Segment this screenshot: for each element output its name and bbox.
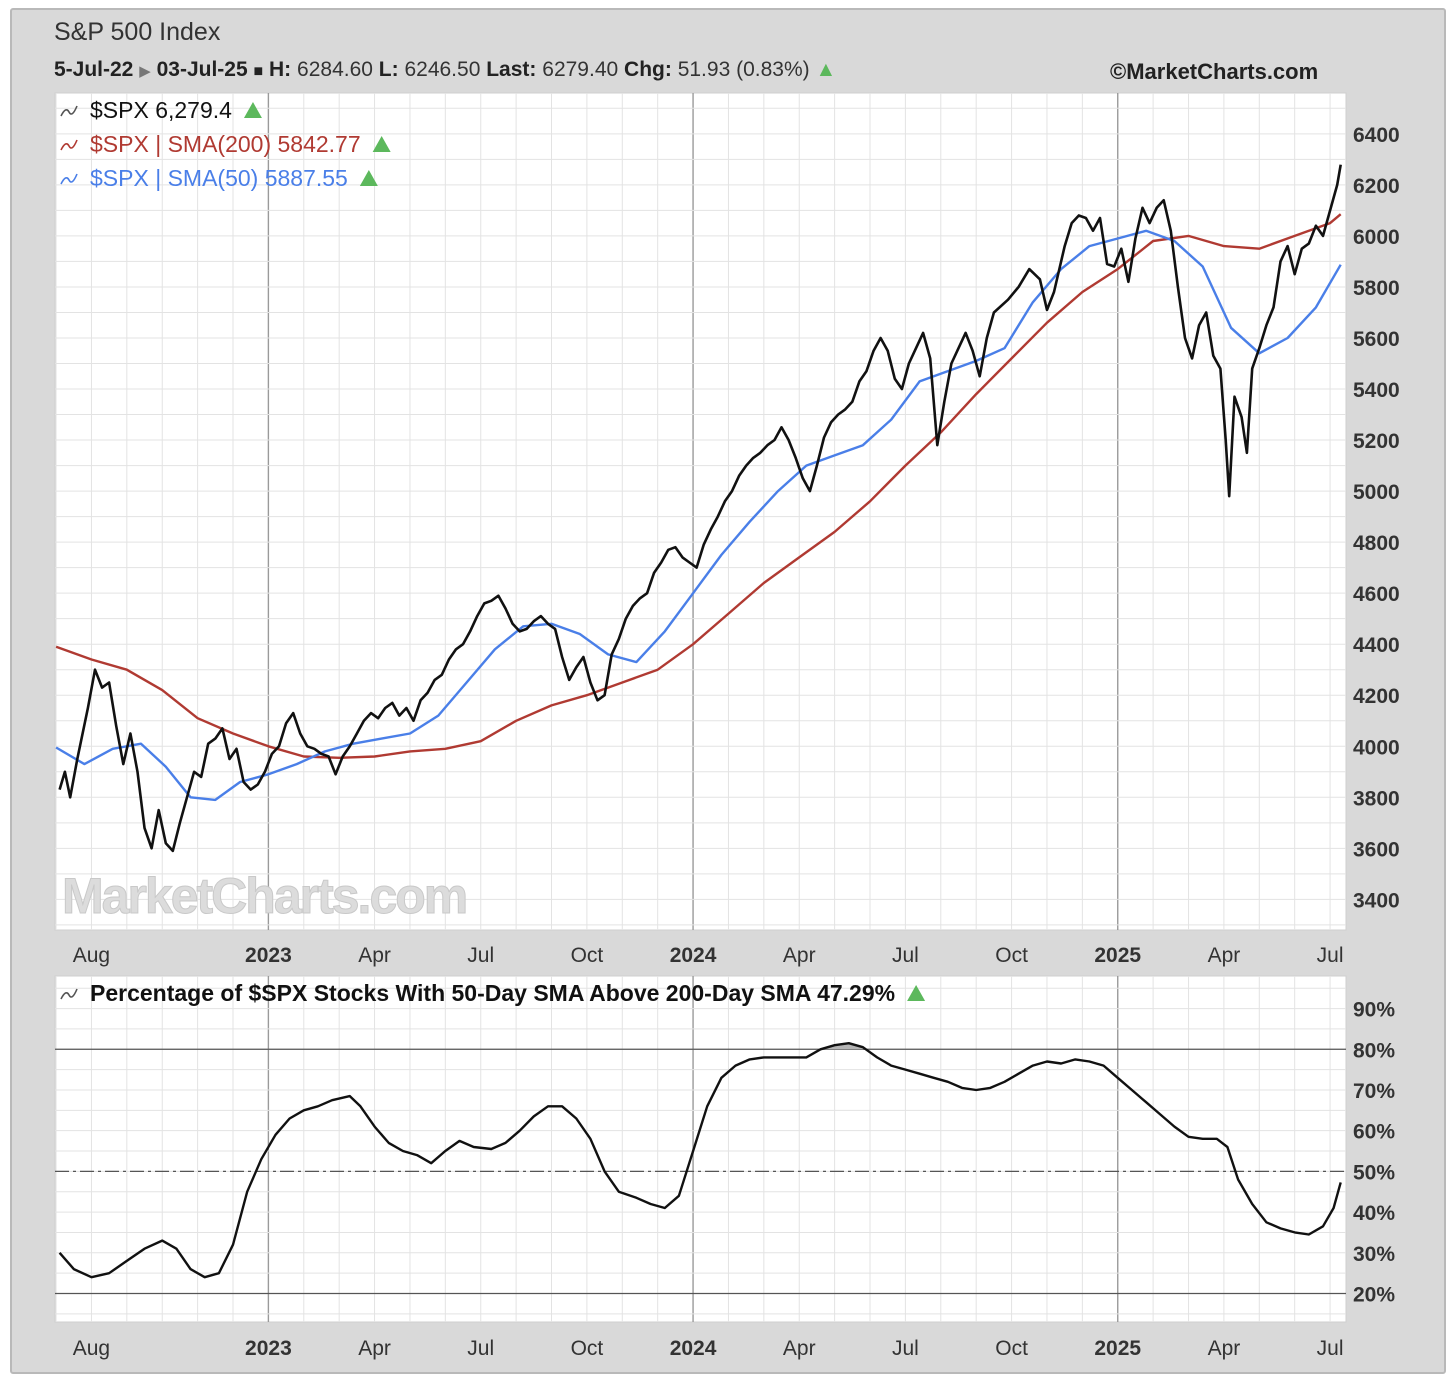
high-label: H: bbox=[269, 58, 292, 81]
y-tick-label: 4400 bbox=[1353, 634, 1400, 657]
x-tick-label: Aug bbox=[73, 1337, 110, 1360]
y-tick-label: 3400 bbox=[1353, 889, 1400, 912]
line-series-icon bbox=[60, 173, 78, 185]
x-tick-label: Apr bbox=[783, 1337, 816, 1360]
y-tick-label: 90% bbox=[1353, 999, 1395, 1022]
y-tick-label: 60% bbox=[1353, 1121, 1395, 1144]
x-tick-label: Oct bbox=[571, 944, 604, 967]
watermark-logo: MarketCharts.com bbox=[62, 868, 466, 924]
y-tick-label: 3800 bbox=[1353, 787, 1400, 810]
x-tick-label: 2024 bbox=[670, 944, 717, 967]
last-value: 6279.40 bbox=[542, 58, 619, 81]
x-tick-label: Oct bbox=[995, 944, 1028, 967]
x-tick-label: Apr bbox=[1208, 944, 1241, 967]
x-tick-label: Jul bbox=[467, 944, 494, 967]
chg-label: Chg: bbox=[624, 58, 672, 81]
legend-label: $SPX | SMA(50) 5887.55 bbox=[90, 165, 348, 191]
y-tick-label: 50% bbox=[1353, 1161, 1395, 1184]
line-series-icon bbox=[60, 988, 78, 1000]
up-triangle-icon bbox=[359, 170, 378, 186]
x-tick-label: Jul bbox=[892, 1337, 919, 1360]
chg-value: 51.93 (0.83%) bbox=[677, 58, 810, 81]
arrow-right-icon: ▶ bbox=[139, 63, 151, 80]
plot-area bbox=[54, 92, 1347, 931]
panel-1: 3400 3600 3800 4000 4200 4400 4600 4800 5000 5200… bbox=[54, 92, 1400, 967]
series-line-sma200 bbox=[55, 213, 1342, 759]
up-triangle-icon bbox=[907, 985, 926, 1001]
plot-area bbox=[54, 975, 1347, 1323]
y-tick-label: 70% bbox=[1353, 1080, 1395, 1103]
x-tick-label: Jul bbox=[1317, 1337, 1344, 1360]
low-label: L: bbox=[378, 58, 399, 81]
x-tick-label: 2023 bbox=[245, 944, 292, 967]
y-tick-label: 4200 bbox=[1353, 685, 1400, 708]
price-info-line: 5-Jul-22 ▶ 03-Jul-25 ■ H: 6284.60 L: 624… bbox=[54, 58, 836, 82]
y-tick-label: 5000 bbox=[1353, 481, 1400, 504]
end-date: 03-Jul-25 bbox=[156, 58, 248, 81]
copyright: ©MarketCharts.com bbox=[1110, 59, 1319, 84]
chart-title: S&P 500 Index bbox=[54, 18, 221, 46]
up-triangle-icon bbox=[372, 136, 391, 152]
y-tick-label: 6400 bbox=[1353, 124, 1400, 147]
x-tick-label: 2023 bbox=[245, 1337, 292, 1360]
legend-label: Percentage of $SPX Stocks With 50-Day SM… bbox=[90, 980, 895, 1006]
high-value: 6284.60 bbox=[297, 58, 373, 81]
up-triangle-icon: ▲ bbox=[815, 58, 837, 81]
x-tick-label: Jul bbox=[892, 944, 919, 967]
series-line-breadth bbox=[58, 1042, 1342, 1279]
y-tick-label: 3600 bbox=[1353, 838, 1400, 861]
y-tick-label: 5800 bbox=[1353, 277, 1400, 300]
up-triangle-icon bbox=[243, 102, 262, 118]
x-tick-label: Aug bbox=[73, 944, 110, 967]
x-tick-label: 2025 bbox=[1094, 944, 1141, 967]
legend-label: $SPX | SMA(200) 5842.77 bbox=[90, 131, 361, 157]
start-date: 5-Jul-22 bbox=[54, 58, 134, 81]
x-tick-label: Oct bbox=[995, 1337, 1028, 1360]
legend-label: $SPX 6,279.4 bbox=[90, 97, 232, 123]
x-tick-label: Jul bbox=[1317, 944, 1344, 967]
square-bullet-icon: ■ bbox=[253, 63, 264, 80]
line-series-icon bbox=[60, 139, 78, 151]
y-tick-label: 20% bbox=[1353, 1284, 1395, 1307]
x-tick-label: 2024 bbox=[670, 1337, 717, 1360]
x-tick-label: Oct bbox=[571, 1337, 604, 1360]
line-series-icon bbox=[60, 105, 78, 117]
y-tick-label: 4800 bbox=[1353, 532, 1400, 555]
x-tick-label: Apr bbox=[358, 944, 391, 967]
y-tick-label: 5400 bbox=[1353, 379, 1400, 402]
y-tick-label: 4600 bbox=[1353, 583, 1400, 606]
y-tick-label: 6000 bbox=[1353, 226, 1400, 249]
y-tick-label: 4000 bbox=[1353, 736, 1400, 759]
x-tick-label: Apr bbox=[358, 1337, 391, 1360]
x-tick-label: Apr bbox=[1208, 1337, 1241, 1360]
series-line-sma50 bbox=[55, 229, 1342, 802]
y-tick-label: 5200 bbox=[1353, 430, 1400, 453]
y-tick-label: 6200 bbox=[1353, 175, 1400, 198]
x-tick-label: 2025 bbox=[1094, 1337, 1141, 1360]
x-tick-label: Jul bbox=[467, 1337, 494, 1360]
last-label: Last: bbox=[486, 58, 537, 81]
series-line-price bbox=[58, 164, 1342, 853]
x-tick-label: Apr bbox=[783, 944, 816, 967]
y-tick-label: 40% bbox=[1353, 1202, 1395, 1225]
panel-2: 20% 30% 40% 50% 60% 70% 80% 90% Aug 2023 Apr Jul Oct… bbox=[54, 975, 1395, 1360]
low-value: 6246.50 bbox=[404, 58, 481, 81]
y-tick-label: 80% bbox=[1353, 1039, 1395, 1062]
y-tick-label: 5600 bbox=[1353, 328, 1400, 351]
y-tick-label: 30% bbox=[1353, 1243, 1395, 1266]
